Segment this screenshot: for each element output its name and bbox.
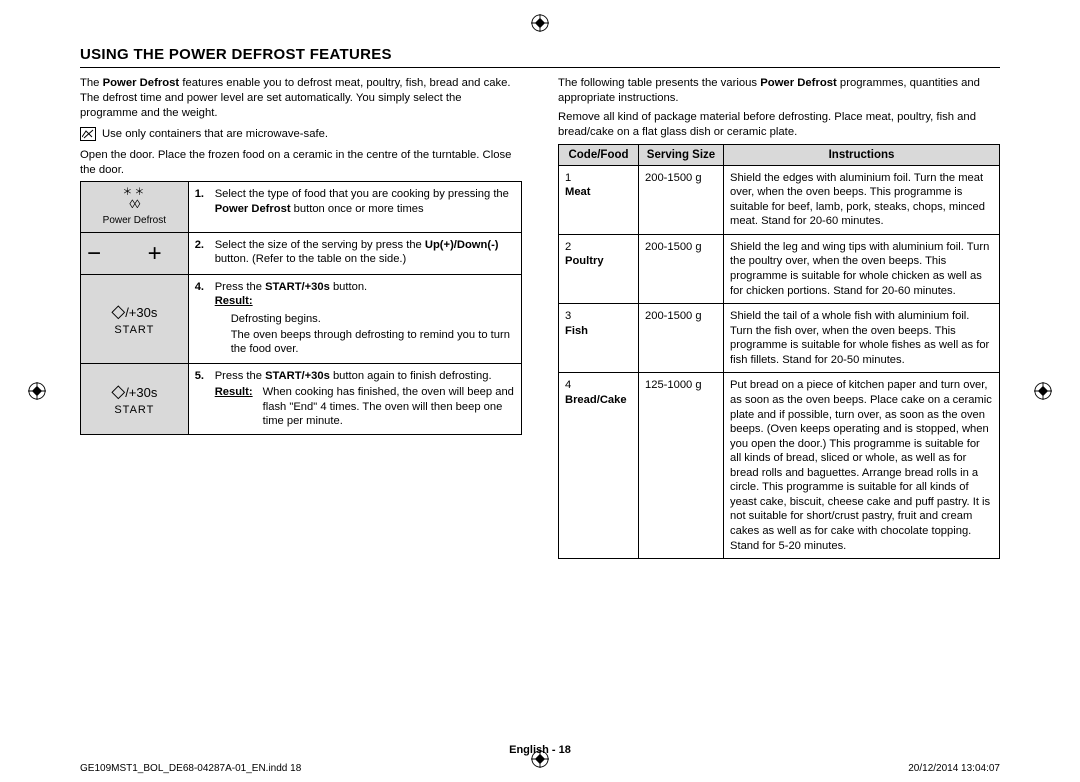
- col-header-code: Code/Food: [559, 144, 639, 165]
- instr-cell: Shield the edges with aluminium foil. Tu…: [724, 165, 1000, 234]
- size-cell: 200-1500 g: [639, 165, 724, 234]
- code-cell: 3Fish: [559, 304, 639, 373]
- defrost-programmes-table: Code/Food Serving Size Instructions 1Mea…: [558, 144, 1000, 560]
- page-number: English - 18: [0, 744, 1080, 756]
- result-bullet: Defrosting begins.: [231, 312, 515, 327]
- note-text: Use only containers that are microwave-s…: [102, 127, 328, 142]
- step-text: 2. Select the size of the serving by pre…: [188, 232, 521, 274]
- step-text: 1. Select the type of food that you are …: [188, 182, 521, 232]
- size-cell: 200-1500 g: [639, 234, 724, 303]
- start-diamond-icon: ◇/+30s: [87, 300, 182, 323]
- start-diamond-icon: ◇/+30s: [87, 380, 182, 403]
- icon-caption: START: [87, 323, 182, 337]
- icon-caption: Power Defrost: [87, 214, 182, 227]
- icon-caption: START: [87, 403, 182, 417]
- power-defrost-icon: ＊＊ ◊◊: [87, 187, 182, 211]
- right-column: The following table presents the various…: [558, 72, 1000, 559]
- table-row: 1Meat 200-1500 g Shield the edges with a…: [559, 165, 1000, 234]
- up-down-icon-cell: − +: [81, 232, 189, 274]
- note-icon: [80, 127, 96, 141]
- section-title: USING THE POWER DEFROST FEATURES: [80, 46, 1000, 68]
- code-cell: 2Poultry: [559, 234, 639, 303]
- result-text: When cooking has finished, the oven will…: [263, 385, 515, 429]
- step-text: 5. Press the START/+30s button again to …: [188, 363, 521, 434]
- col-header-size: Serving Size: [639, 144, 724, 165]
- table-row: 3Fish 200-1500 g Shield the tail of a wh…: [559, 304, 1000, 373]
- crop-mark-top-icon: [531, 14, 549, 32]
- code-cell: 1Meat: [559, 165, 639, 234]
- result-bullet: The oven beeps through defrosting to rem…: [231, 328, 515, 357]
- right-intro-2: Remove all kind of package material befo…: [558, 110, 1000, 140]
- start-icon-cell: ◇/+30s START: [81, 274, 189, 363]
- size-cell: 125-1000 g: [639, 373, 724, 559]
- col-header-instr: Instructions: [724, 144, 1000, 165]
- table-row: ＊＊ ◊◊ Power Defrost 1. Select the type o…: [81, 182, 522, 232]
- instr-cell: Put bread on a piece of kitchen paper an…: [724, 373, 1000, 559]
- left-column: The Power Defrost features enable you to…: [80, 72, 522, 559]
- table-row: 4Bread/Cake 125-1000 g Put bread on a pi…: [559, 373, 1000, 559]
- start-icon-cell: ◇/+30s START: [81, 363, 189, 434]
- table-row: 2Poultry 200-1500 g Shield the leg and w…: [559, 234, 1000, 303]
- table-header-row: Code/Food Serving Size Instructions: [559, 144, 1000, 165]
- crop-mark-right-icon: [1034, 382, 1052, 400]
- size-cell: 200-1500 g: [639, 304, 724, 373]
- steps-table: ＊＊ ◊◊ Power Defrost 1. Select the type o…: [80, 181, 522, 434]
- footer-timestamp: 20/12/2014 13:04:07: [908, 763, 1000, 774]
- open-door-text: Open the door. Place the frozen food on …: [80, 148, 522, 178]
- footer-file-info: GE109MST1_BOL_DE68-04287A-01_EN.indd 18: [80, 763, 301, 774]
- minus-plus-icon: − +: [87, 240, 182, 267]
- instr-cell: Shield the tail of a whole fish with alu…: [724, 304, 1000, 373]
- code-cell: 4Bread/Cake: [559, 373, 639, 559]
- page-content: USING THE POWER DEFROST FEATURES The Pow…: [80, 46, 1000, 732]
- table-row: ◇/+30s START 4. Press the START/+30s but…: [81, 274, 522, 363]
- table-row: ◇/+30s START 5. Press the START/+30s but…: [81, 363, 522, 434]
- intro-paragraph: The Power Defrost features enable you to…: [80, 76, 522, 121]
- right-intro-1: The following table presents the various…: [558, 76, 1000, 106]
- note-row: Use only containers that are microwave-s…: [80, 127, 522, 142]
- table-row: − + 2. Select the size of the serving by…: [81, 232, 522, 274]
- crop-mark-left-icon: [28, 382, 46, 400]
- power-defrost-icon-cell: ＊＊ ◊◊ Power Defrost: [81, 182, 189, 232]
- instr-cell: Shield the leg and wing tips with alumin…: [724, 234, 1000, 303]
- step-text: 4. Press the START/+30s button. Result: …: [188, 274, 521, 363]
